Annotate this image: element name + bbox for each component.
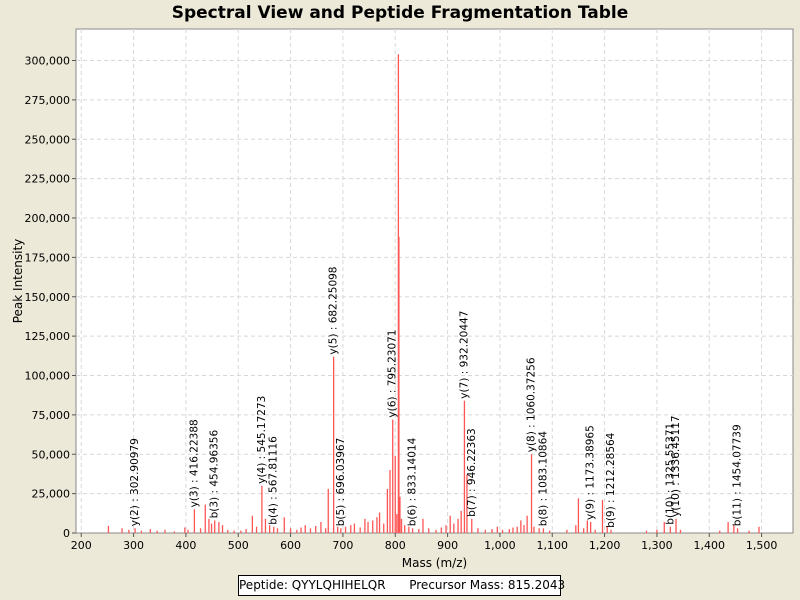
- x-tick-label: 1,400: [694, 539, 726, 552]
- fragment-annotation-label: b(7) : 946.22363: [466, 428, 478, 517]
- fragment-annotation-label: b(4) : 567.81116: [268, 436, 280, 525]
- peptide-label: Peptide: QYYLQHIHELQR: [239, 578, 386, 592]
- y-tick-label: 50,000: [32, 448, 71, 461]
- x-tick-label: 500: [228, 539, 249, 552]
- fragment-annotation-label: y(3) : 416.22388: [188, 419, 200, 507]
- plot-area: [75, 28, 794, 534]
- y-tick-label: 175,000: [25, 251, 71, 264]
- y-tick-label: 75,000: [32, 409, 71, 422]
- x-tick-label: 1,300: [641, 539, 673, 552]
- x-tick-label: 1,000: [484, 539, 516, 552]
- grid-lines: [76, 29, 793, 533]
- x-tick-label: 600: [280, 539, 301, 552]
- peptide-info-box: Peptide: QYYLQHIHELQR Precursor Mass: 81…: [238, 575, 565, 596]
- fragment-annotations: y(2) : 302.90979 y(3) : 416.22388 b(3) : 4…: [129, 267, 743, 528]
- x-tick-label: 1,500: [746, 539, 778, 552]
- x-tick-label: 800: [385, 539, 406, 552]
- x-tick-label: 900: [437, 539, 458, 552]
- fragment-annotation-label: y(5) : 682.25098: [328, 267, 340, 355]
- x-tick-label: 700: [332, 539, 353, 552]
- fragment-annotation-label: b(10) : 1325.55371: [664, 423, 676, 525]
- axes: 0 25,000 50,000 75,000 100,000 125,000 150,000…: [25, 55, 778, 553]
- x-tick-label: 200: [71, 539, 92, 552]
- chart-title: Spectral View and Peptide Fragmentation …: [171, 3, 629, 23]
- peak-series: [107, 54, 760, 533]
- fragment-annotation-label: y(2) : 302.90979: [129, 438, 141, 526]
- x-tick-label: 1,100: [537, 539, 569, 552]
- fragment-annotation-label: y(8) : 1060.37256: [526, 357, 538, 452]
- fragment-annotation-label: b(8) : 1083.10864: [537, 431, 549, 527]
- fragment-annotation-label: b(11) : 1454.07739: [732, 424, 744, 526]
- fragment-annotation-label: y(10) : 1336.45117: [670, 415, 682, 516]
- y-tick-label: 0: [63, 527, 70, 540]
- fragment-annotation-label: y(7) : 932.20447: [458, 311, 470, 399]
- fragment-annotation-label: y(6) : 795.23071: [387, 330, 399, 418]
- fragment-annotation-label: b(9) : 1212.28564: [605, 432, 617, 528]
- y-tick-label: 250,000: [25, 133, 71, 146]
- y-tick-label: 100,000: [25, 370, 71, 383]
- fragment-annotation-label: y(4) : 545.17273: [256, 396, 268, 484]
- y-axis-label: Peak Intensity: [11, 239, 25, 324]
- y-tick-label: 225,000: [25, 173, 71, 186]
- y-tick-label: 125,000: [25, 330, 71, 343]
- precursor-mass-label: Precursor Mass: 815.2043: [409, 578, 566, 592]
- fragment-annotation-label: b(3) : 454.96356: [209, 430, 221, 519]
- fragment-annotation-label: b(5) : 696.03967: [335, 438, 347, 527]
- y-tick-label: 300,000: [25, 55, 71, 68]
- y-tick-label: 200,000: [25, 212, 71, 225]
- x-tick-label: 1,200: [589, 539, 621, 552]
- y-tick-label: 150,000: [25, 291, 71, 304]
- y-tick-label: 275,000: [25, 94, 71, 107]
- x-axis-label: Mass (m/z): [402, 556, 467, 570]
- y-tick-label: 25,000: [32, 488, 71, 501]
- fragment-annotation-label: y(9) : 1173.38965: [585, 425, 597, 520]
- fragment-annotation-label: b(6) : 833.14014: [407, 437, 419, 526]
- x-tick-label: 400: [175, 539, 196, 552]
- x-tick-label: 300: [123, 539, 144, 552]
